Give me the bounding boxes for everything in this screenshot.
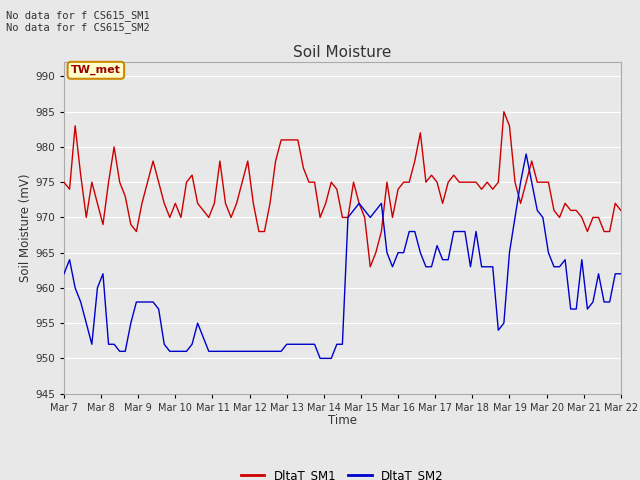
Title: Soil Moisture: Soil Moisture	[293, 45, 392, 60]
Legend: DltaT_SM1, DltaT_SM2: DltaT_SM1, DltaT_SM2	[236, 465, 449, 480]
Text: TW_met: TW_met	[71, 65, 121, 75]
X-axis label: Time: Time	[328, 414, 357, 427]
Text: No data for f CS615_SM1
No data for f CS615_SM2: No data for f CS615_SM1 No data for f CS…	[6, 10, 150, 33]
Y-axis label: Soil Moisture (mV): Soil Moisture (mV)	[19, 174, 32, 282]
